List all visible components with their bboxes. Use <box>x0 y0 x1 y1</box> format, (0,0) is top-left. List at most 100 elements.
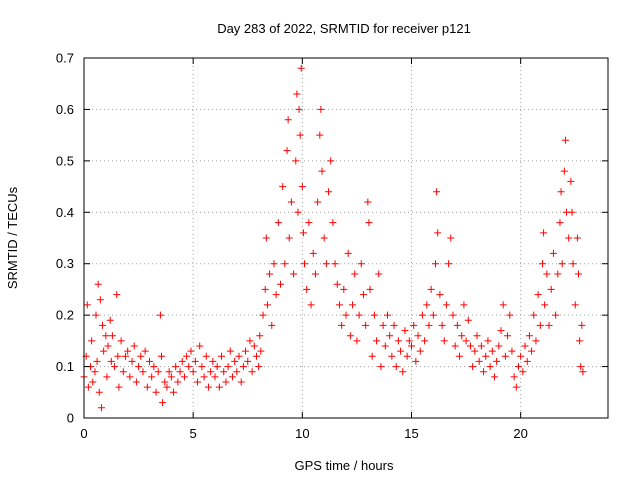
data-point <box>299 229 307 237</box>
y-tick-label: 0.6 <box>56 102 74 117</box>
data-point <box>477 342 485 350</box>
data-point <box>204 383 212 391</box>
data-points <box>80 64 587 412</box>
data-point <box>215 383 223 391</box>
data-point <box>295 105 303 113</box>
y-tick-label: 0.1 <box>56 359 74 374</box>
data-point <box>95 388 103 396</box>
data-point <box>373 337 381 345</box>
data-point <box>89 378 97 386</box>
data-point <box>331 260 339 268</box>
data-point <box>342 311 350 319</box>
data-point <box>281 260 289 268</box>
data-point <box>307 301 315 309</box>
data-point <box>397 347 405 355</box>
data-point <box>252 352 260 360</box>
data-point <box>530 311 538 319</box>
data-point <box>93 357 101 365</box>
data-point <box>174 378 182 386</box>
data-point <box>346 332 354 340</box>
plot-frame <box>83 57 609 419</box>
data-point <box>440 337 448 345</box>
data-point <box>482 352 490 360</box>
data-point <box>576 337 584 345</box>
data-point <box>187 347 195 355</box>
data-point <box>148 373 156 381</box>
data-point <box>146 357 153 365</box>
data-point <box>405 337 413 345</box>
data-point <box>379 321 387 329</box>
data-point <box>549 249 557 257</box>
data-point <box>543 270 551 278</box>
data-point <box>521 342 529 350</box>
data-point <box>552 311 560 319</box>
data-point <box>256 332 264 340</box>
data-point <box>242 347 250 355</box>
data-point <box>466 342 474 350</box>
data-point <box>540 229 548 237</box>
data-point <box>517 352 525 360</box>
data-point <box>104 342 112 350</box>
data-point <box>375 270 383 278</box>
data-point <box>274 219 282 227</box>
data-point <box>438 321 446 329</box>
data-point <box>499 301 507 309</box>
y-tick-label: 0.3 <box>56 256 74 271</box>
data-point <box>401 327 409 335</box>
data-point <box>427 285 435 293</box>
data-point <box>128 357 136 365</box>
data-point <box>567 177 575 185</box>
data-point <box>158 352 166 360</box>
data-point <box>488 347 496 355</box>
data-point <box>322 260 330 268</box>
data-point <box>91 368 99 376</box>
data-point <box>183 352 191 360</box>
data-point <box>94 280 102 288</box>
data-point <box>107 357 115 365</box>
data-point <box>270 260 278 268</box>
x-axis-label: GPS time / hours <box>295 458 394 473</box>
data-point <box>561 136 569 144</box>
data-point <box>126 373 134 381</box>
data-point <box>442 301 450 309</box>
data-point <box>357 260 365 268</box>
data-point <box>451 342 459 350</box>
data-point <box>577 363 585 371</box>
y-tick-label: 0.2 <box>56 308 74 323</box>
data-point <box>259 311 267 319</box>
data-point <box>547 285 555 293</box>
data-point <box>268 321 276 329</box>
data-point <box>231 357 239 365</box>
data-point <box>279 183 287 191</box>
data-point <box>506 311 514 319</box>
data-point <box>189 368 197 376</box>
data-point <box>114 352 122 360</box>
data-point <box>490 373 498 381</box>
data-point <box>556 219 564 227</box>
data-point <box>237 378 245 386</box>
data-point <box>575 270 583 278</box>
data-point <box>170 388 178 396</box>
data-point <box>154 368 162 376</box>
y-axis-label: SRMTID / TECUs <box>5 186 20 289</box>
data-point <box>364 198 372 206</box>
data-point <box>512 383 520 391</box>
data-point <box>156 311 164 319</box>
data-point <box>557 188 565 196</box>
data-point <box>568 208 576 216</box>
data-point <box>294 208 302 216</box>
data-point <box>96 296 104 304</box>
data-point <box>139 368 147 376</box>
data-point <box>449 311 457 319</box>
data-point <box>460 301 468 309</box>
data-point <box>386 332 394 340</box>
data-point <box>377 363 385 371</box>
data-point <box>244 357 252 365</box>
data-point <box>176 368 184 376</box>
data-point <box>106 316 114 324</box>
data-point <box>338 321 346 329</box>
data-point <box>447 234 455 242</box>
data-point <box>83 301 91 309</box>
data-point <box>390 321 398 329</box>
